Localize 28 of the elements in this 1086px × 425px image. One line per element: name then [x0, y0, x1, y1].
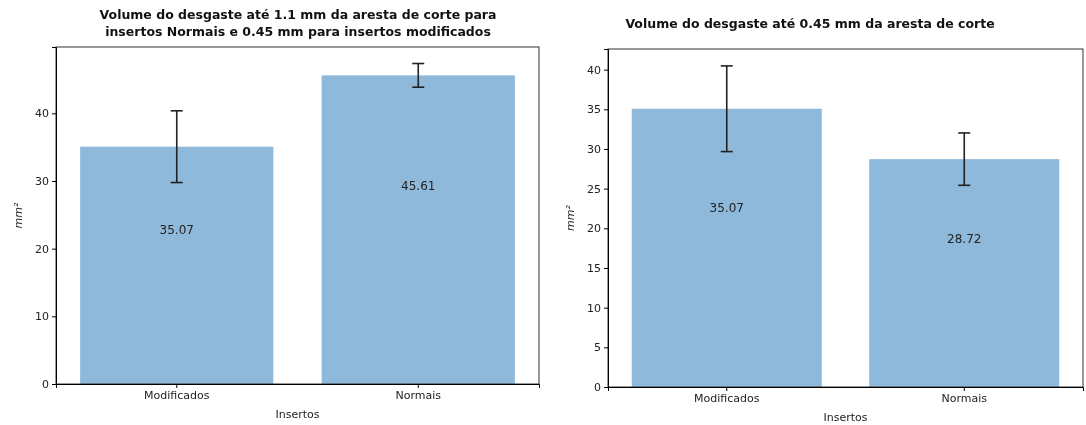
y-tick-label: 40 [587, 63, 601, 77]
data-label: 35.07 [159, 223, 194, 238]
x-tick-label: Normais [941, 391, 988, 405]
y-axis-title: mm² [12, 201, 25, 229]
y-axis-title: mm² [564, 204, 577, 231]
x-axis-title: Insertos [823, 411, 868, 424]
y-tick-label: 20 [35, 242, 49, 256]
y-tick-label: 35 [587, 103, 601, 117]
y-tick-label: 0 [42, 378, 49, 392]
y-tick-label: 5 [594, 341, 601, 355]
x-tick-label: Normais [395, 388, 442, 402]
data-label: 28.72 [947, 232, 982, 247]
y-tick-label: 30 [35, 175, 49, 189]
data-label: 35.07 [709, 200, 744, 215]
chart-title: Volume do desgaste até 1.1 mm da aresta de corte para insertos Normais e 0.45 mm para insertos modificados [99, 7, 497, 39]
y-tick-label: 25 [587, 182, 601, 196]
chart-title: Volume do desgaste até 0.45 mm da aresta de corte [625, 16, 995, 31]
y-tick-label: 10 [587, 301, 601, 315]
x-tick-label: Modificados [144, 388, 210, 402]
y-tick-label: 20 [587, 222, 601, 236]
y-tick-label: 40 [35, 107, 49, 121]
y-tick-label: 15 [587, 262, 601, 276]
y-tick-label: 0 [594, 381, 601, 395]
x-axis-title: Insertos [275, 408, 320, 421]
y-tick-label: 10 [35, 310, 49, 324]
y-tick-label: 30 [587, 142, 601, 156]
data-label: 45.61 [401, 178, 436, 193]
x-tick-label: Modificados [694, 391, 760, 405]
